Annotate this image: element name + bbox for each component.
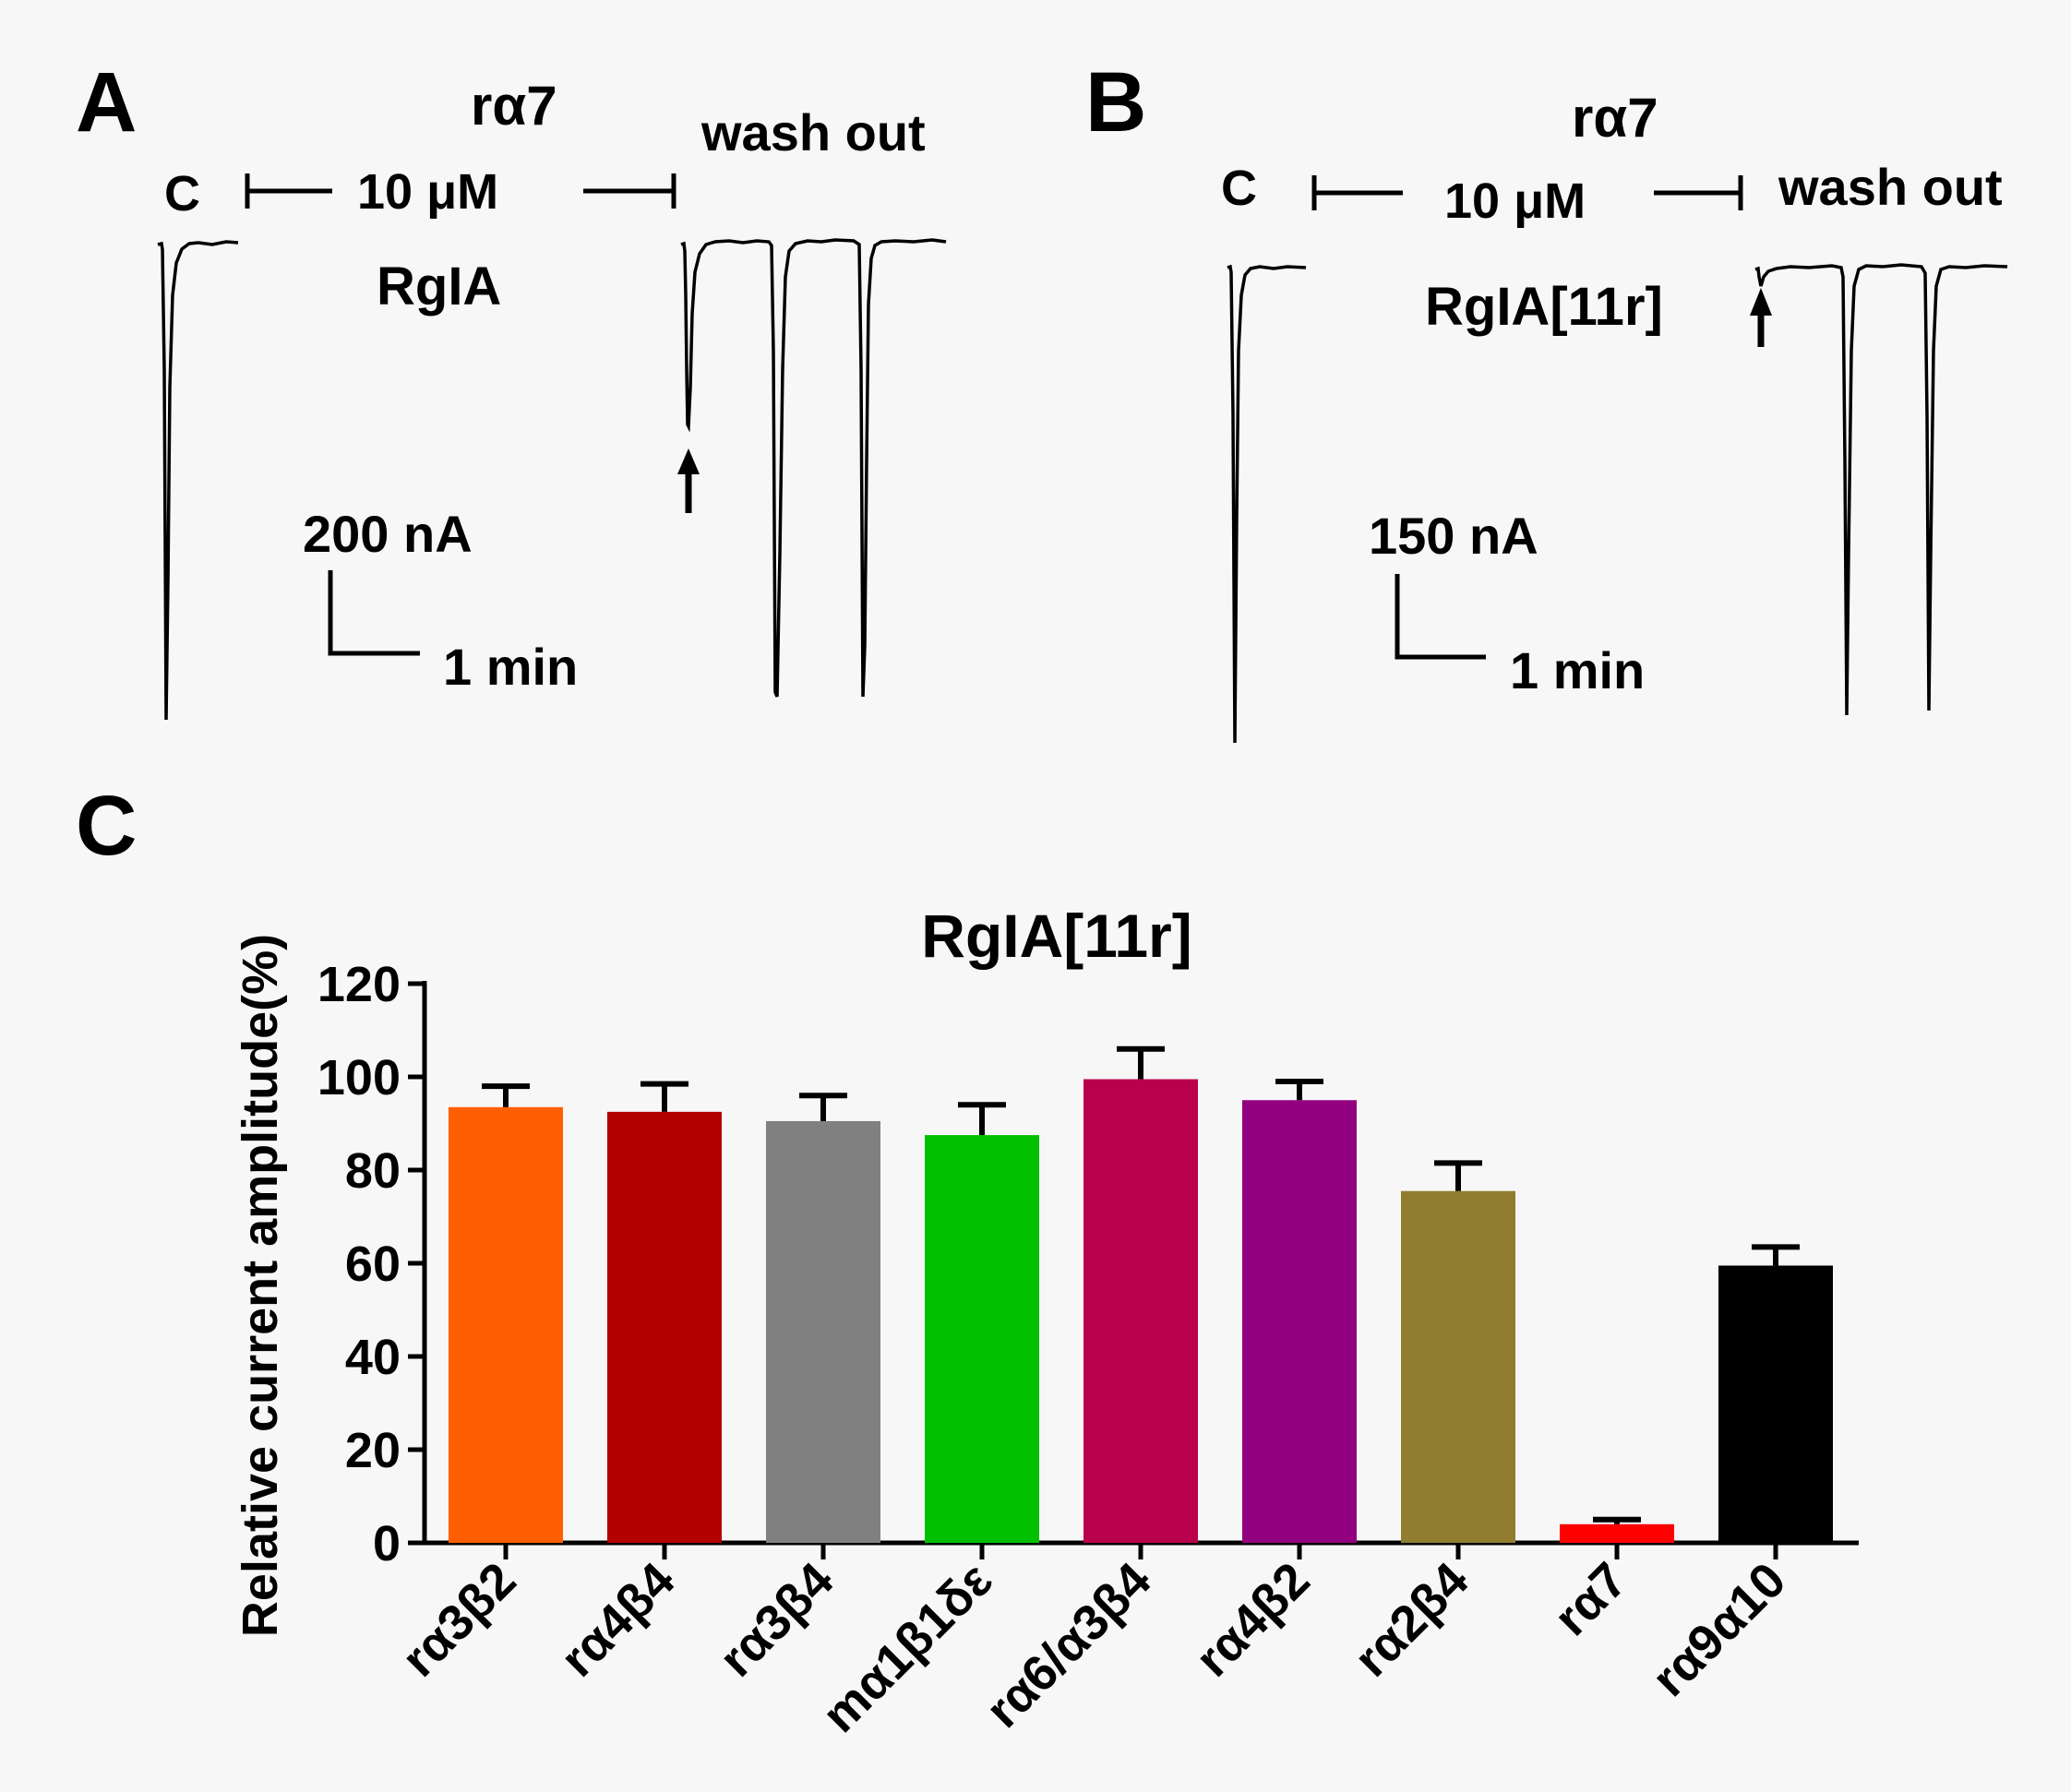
scale-time-label-a: 1 min [443,638,578,696]
concentration-label-a: 10 μM [357,164,498,220]
y-axis-label: Relative current amplitude(%) [233,934,288,1637]
x-tick-label-3: mα1β1δε [812,1552,1003,1743]
panel-letter-c: C [76,779,137,873]
control-trace-a [157,240,239,721]
x-tick-label-0: rα3β2 [391,1552,527,1688]
washout-trace-b [1754,263,2008,716]
x-tick-label-6: rα2β4 [1344,1552,1479,1688]
peptide-label-b: RgIA[11r] [1425,277,1663,337]
panel-a: A rα7 wash out C 10 μM RgIA 200 nA 1 min [76,55,947,721]
arrow-icon-b [1750,288,1772,316]
bar-6 [1401,1190,1515,1543]
control-label-b: C [1221,161,1257,216]
chart-title: RgIA[11r] [921,902,1191,970]
bar-4 [1083,1079,1198,1543]
y-tick-label: 60 [345,1236,401,1292]
panel-b: B rα7 C 10 μM wash out RgIA[11r] 150 nA … [1085,55,2008,744]
bar-5 [1242,1100,1357,1543]
chart-bars [449,1045,1833,1543]
control-trace-b [1227,264,1307,744]
application-bar-a [245,173,676,209]
application-bar-b [1311,175,1743,210]
receptor-label-b: rα7 [1572,87,1658,149]
wash-out-label-a: wash out [700,103,926,161]
y-tick-label: 0 [373,1516,401,1571]
arrow-icon-a [677,448,700,474]
scale-bar-b [1395,574,1486,660]
bar-2 [766,1120,880,1543]
bar-3 [925,1135,1039,1543]
panel-c: C RgIA[11r] Relative current amplitude(%… [76,779,1859,1743]
washout-trace-a [680,238,947,698]
concentration-label-b: 10 μM [1444,173,1586,229]
y-tick-label: 80 [345,1143,401,1199]
x-tick-label-2: rα3β4 [709,1552,844,1688]
bar-1 [607,1111,722,1543]
scale-current-label-a: 200 nA [303,505,473,563]
bar-8 [1718,1265,1833,1543]
panel-letter-b: B [1085,55,1146,149]
scale-current-label-b: 150 nA [1369,507,1538,565]
x-tick-label-7: rα7 [1543,1552,1637,1646]
x-tick-label-4: rα6/α3β4 [976,1552,1162,1738]
y-tick-label: 100 [317,1050,401,1105]
y-tick-labels: 0 20 40 60 80 100 120 [317,957,401,1571]
peptide-label-a: RgIA [377,257,501,317]
x-tick-label-8: rα9α10 [1642,1552,1797,1707]
y-tick-label: 120 [317,957,401,1012]
y-tick-label: 20 [345,1423,401,1478]
bar-7 [1560,1523,1674,1543]
x-tick-label-1: rα4β4 [550,1552,686,1688]
bar-0 [449,1106,563,1543]
control-label-a: C [164,166,200,221]
receptor-label-a: rα7 [471,75,557,137]
scale-time-label-b: 1 min [1510,641,1645,699]
scale-bar-a [328,570,420,656]
panel-letter-a: A [76,55,137,149]
x-tick-label-5: rα4β2 [1185,1552,1321,1688]
wash-out-label-b: wash out [1778,158,2003,216]
y-tick-label: 40 [345,1330,401,1385]
